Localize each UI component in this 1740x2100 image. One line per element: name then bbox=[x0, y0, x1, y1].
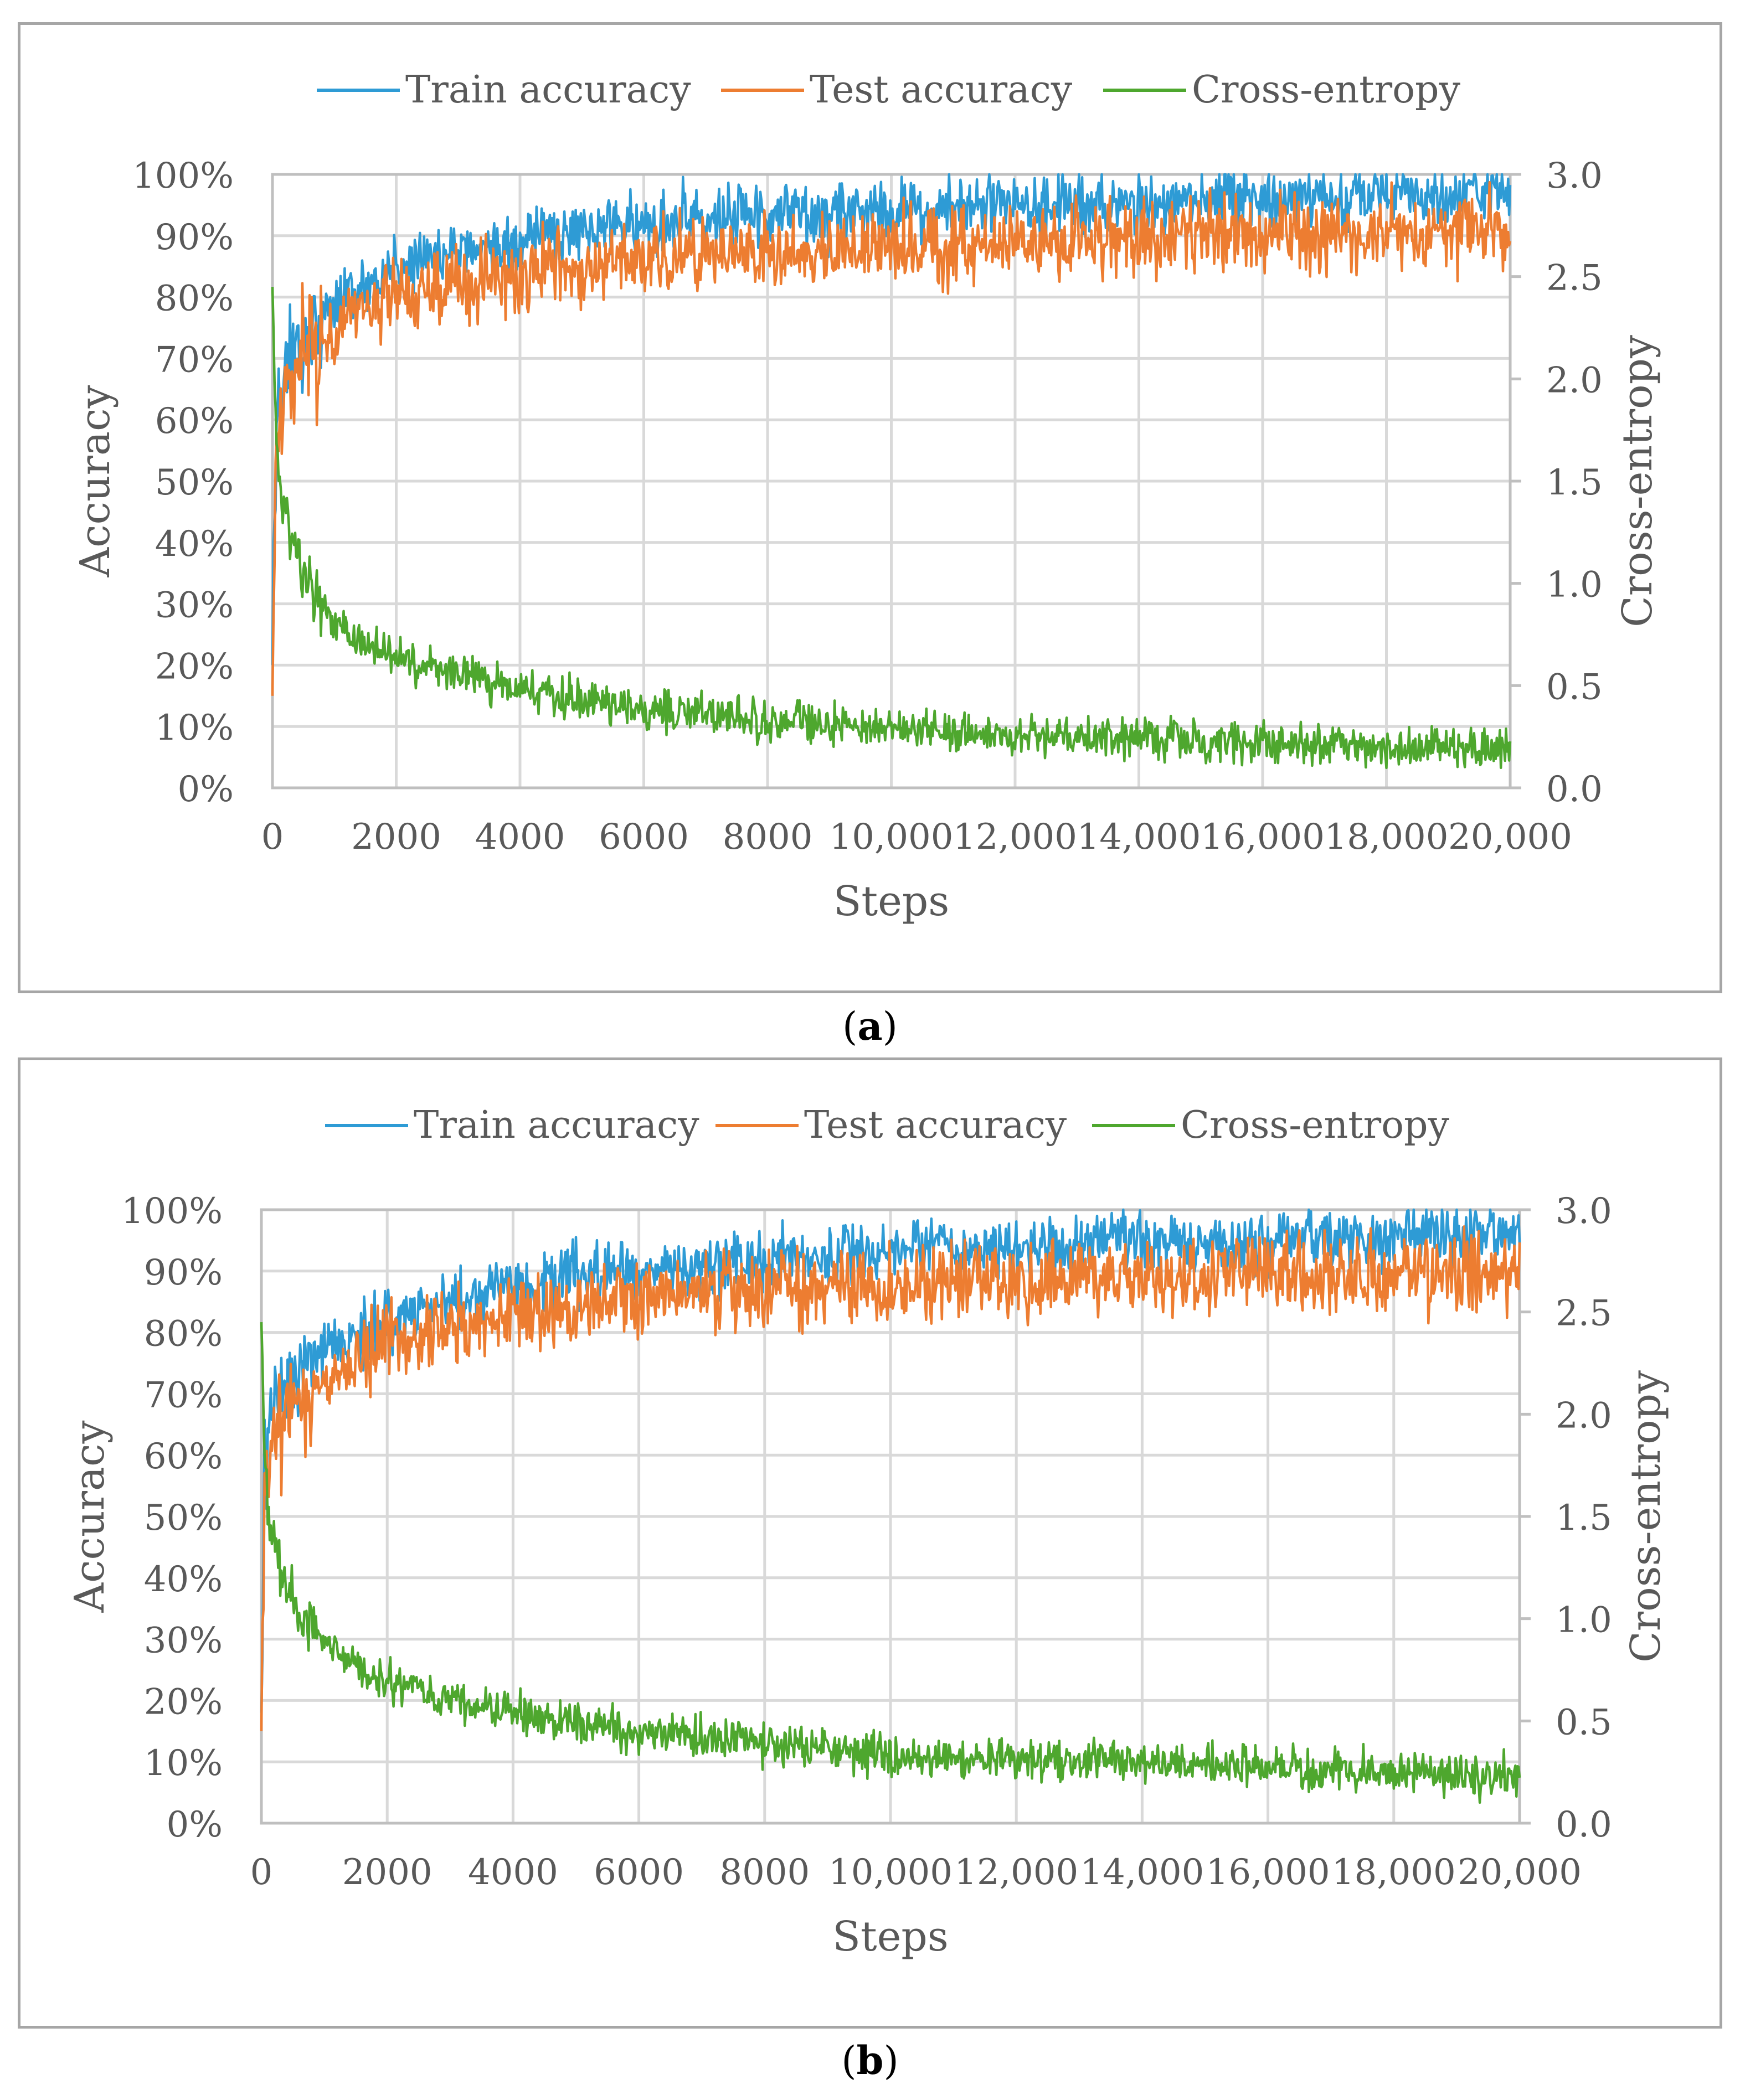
y2-tick-label: 1.5 bbox=[1556, 1498, 1612, 1539]
series-line-cross-entropy bbox=[271, 287, 1512, 770]
y-axis-label: Accuracy bbox=[71, 385, 119, 577]
chart-panel-b: 0% 10% 20% 30% 40% 50% 60% 70% 80% 90% 100% 0.0 0.5 1… bbox=[18, 1057, 1722, 2029]
y2-tick-label: 1.5 bbox=[1546, 462, 1603, 503]
x-tick-label: 6000 bbox=[599, 817, 689, 858]
y-axis-label: Accuracy bbox=[66, 1420, 114, 1613]
x-tick-label: 10,000 bbox=[830, 817, 954, 858]
y-tick-label: 70% bbox=[144, 1375, 223, 1416]
caption-b-label: b bbox=[856, 2037, 884, 2083]
y2-axis-label: Cross-entropy bbox=[1622, 1370, 1670, 1663]
legend: Train accuracy Test accuracy Cross-entropy bbox=[325, 1103, 1450, 1147]
x-tick-label: 2000 bbox=[351, 817, 441, 858]
legend-label: Test accuracy bbox=[804, 1103, 1067, 1147]
y-tick-label: 60% bbox=[144, 1436, 223, 1477]
x-tick-label: 4000 bbox=[475, 817, 565, 858]
x-tick-label: 18,000 bbox=[1325, 817, 1449, 858]
chart-b: 0% 10% 20% 30% 40% 50% 60% 70% 80% 90% 100% 0.0 0.5 1… bbox=[66, 1103, 1670, 1960]
x-axis-label: Steps bbox=[832, 1913, 949, 1960]
caption-a-label: a bbox=[857, 1003, 883, 1049]
y-tick-label: 70% bbox=[155, 339, 234, 380]
y-tick-label: 80% bbox=[155, 278, 234, 319]
x-tick-label: 8000 bbox=[719, 1852, 810, 1893]
y-tick-label: 100% bbox=[132, 156, 234, 197]
x-tick-label: 2000 bbox=[342, 1852, 433, 1893]
x-tick-label: 8000 bbox=[723, 817, 813, 858]
x-tick-label: 12,000 bbox=[953, 817, 1077, 858]
chart-a: 0% 10% 20% 30% 40% 50% 60% 70% 80% 90% 100% 0.0 0.5 1… bbox=[71, 68, 1661, 925]
legend-label: Train accuracy bbox=[405, 68, 691, 112]
y-tick-label: 100% bbox=[121, 1191, 223, 1232]
y-tick-label: 90% bbox=[155, 217, 234, 258]
x-tick-label: 16,000 bbox=[1201, 817, 1325, 858]
y-tick-label: 40% bbox=[155, 524, 234, 565]
y-tick-label: 90% bbox=[144, 1252, 223, 1293]
y-tick-label: 0% bbox=[166, 1804, 223, 1845]
y-tick-label: 20% bbox=[144, 1681, 223, 1722]
x-tick-label: 12,000 bbox=[954, 1852, 1078, 1893]
y2-tick-label: 3.0 bbox=[1546, 156, 1603, 197]
legend-label: Cross-entropy bbox=[1192, 68, 1461, 112]
y2-tick-label: 1.0 bbox=[1546, 565, 1603, 606]
series-line-cross-entropy bbox=[260, 1322, 1521, 1804]
legend-label: Cross-entropy bbox=[1181, 1103, 1450, 1147]
y2-tick-label: 0.5 bbox=[1556, 1702, 1612, 1743]
caption-a: (a) bbox=[842, 1003, 898, 1049]
x-tick-label: 16,000 bbox=[1206, 1852, 1330, 1893]
series-line-test-accuracy bbox=[260, 1225, 1521, 1731]
y-tick-label: 20% bbox=[155, 646, 234, 687]
y2-tick-label: 0.5 bbox=[1546, 667, 1603, 708]
y2-tick-label: 2.0 bbox=[1556, 1395, 1612, 1436]
chart-panel-a: 0% 10% 20% 30% 40% 50% 60% 70% 80% 90% 100% 0.0 0.5 1… bbox=[18, 22, 1722, 993]
legend-label: Test accuracy bbox=[810, 68, 1073, 112]
y2-tick-label: 2.5 bbox=[1546, 258, 1603, 299]
y2-tick-label: 3.0 bbox=[1556, 1191, 1612, 1232]
x-tick-label: 20,000 bbox=[1448, 817, 1572, 858]
y-tick-label: 10% bbox=[144, 1743, 223, 1784]
x-tick-label: 6000 bbox=[594, 1852, 684, 1893]
y-tick-label: 50% bbox=[155, 462, 234, 503]
y2-tick-label: 2.0 bbox=[1546, 360, 1603, 401]
x-tick-label: 20,000 bbox=[1458, 1852, 1582, 1893]
y2-tick-label: 0.0 bbox=[1546, 769, 1603, 810]
y-tick-label: 0% bbox=[177, 769, 234, 810]
y-tick-label: 60% bbox=[155, 401, 234, 442]
x-tick-label: 18,000 bbox=[1332, 1852, 1456, 1893]
y-tick-label: 10% bbox=[155, 708, 234, 749]
legend: Train accuracy Test accuracy Cross-entropy bbox=[317, 68, 1461, 112]
x-tick-label: 4000 bbox=[468, 1852, 558, 1893]
x-axis-label: Steps bbox=[833, 878, 950, 925]
x-tick-label: 10,000 bbox=[828, 1852, 953, 1893]
x-tick-label: 0 bbox=[250, 1852, 273, 1893]
series-line-test-accuracy bbox=[271, 180, 1512, 696]
y2-tick-label: 1.0 bbox=[1556, 1600, 1612, 1641]
caption-b: (b) bbox=[841, 2037, 899, 2083]
y-tick-label: 40% bbox=[144, 1559, 223, 1600]
x-tick-label: 14,000 bbox=[1077, 817, 1201, 858]
y-tick-label: 30% bbox=[144, 1621, 223, 1662]
y2-tick-label: 2.5 bbox=[1556, 1293, 1612, 1334]
x-tick-label: 14,000 bbox=[1080, 1852, 1204, 1893]
y2-axis-label: Cross-entropy bbox=[1614, 335, 1661, 627]
y-tick-label: 50% bbox=[144, 1498, 223, 1539]
y-tick-label: 30% bbox=[155, 585, 234, 626]
x-tick-label: 0 bbox=[261, 817, 284, 858]
y2-tick-label: 0.0 bbox=[1556, 1804, 1612, 1845]
legend-label: Train accuracy bbox=[414, 1103, 699, 1147]
y-tick-label: 80% bbox=[144, 1314, 223, 1355]
